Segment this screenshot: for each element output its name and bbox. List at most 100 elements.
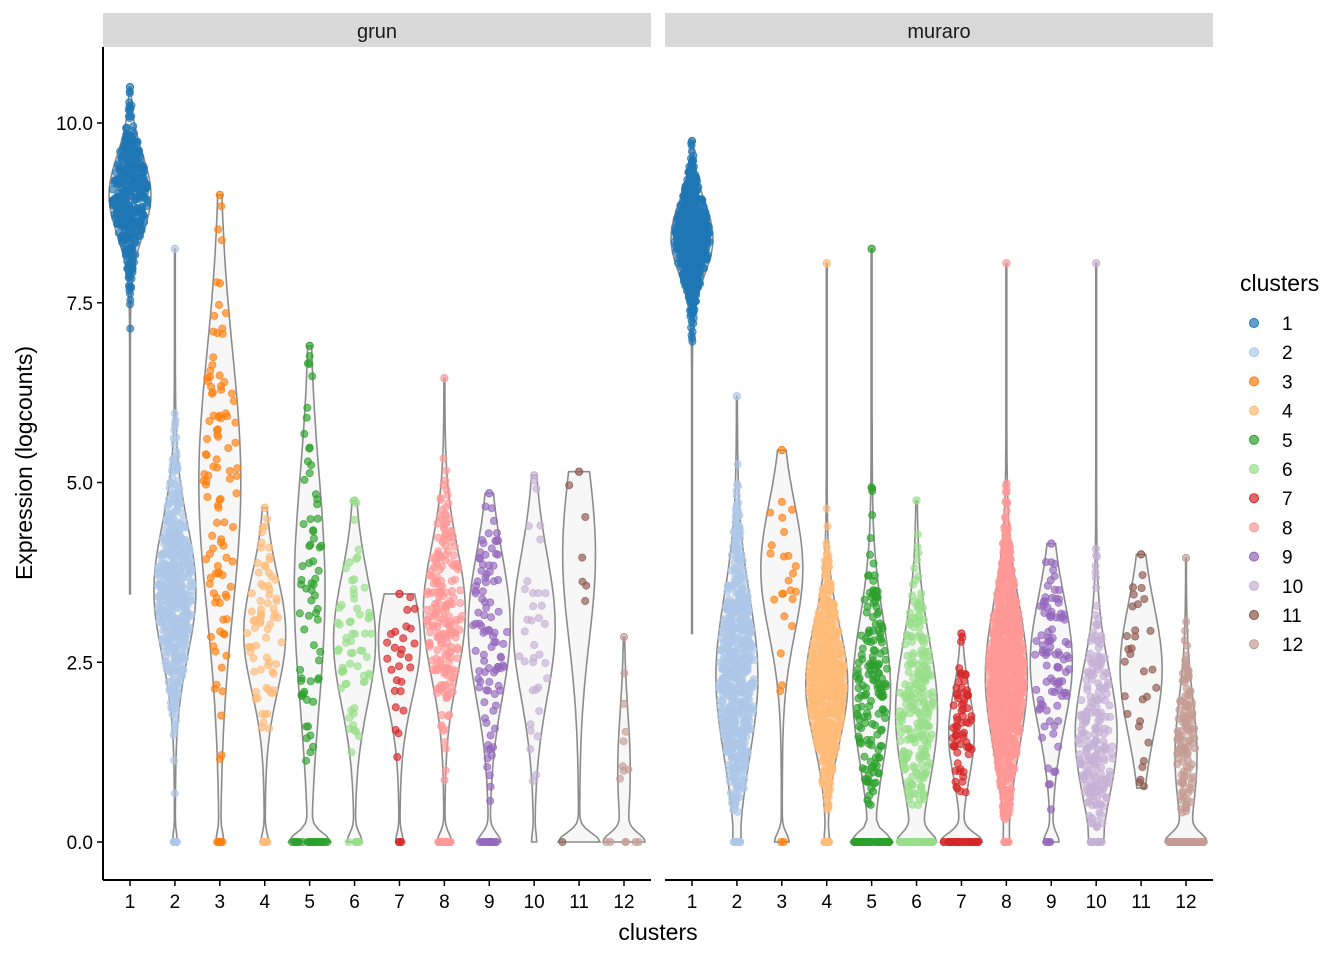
data-point [531,472,538,479]
data-point [138,181,145,188]
data-point [267,689,274,696]
data-point [495,576,502,583]
data-point [441,670,448,677]
data-point [620,738,627,745]
data-point [388,666,395,673]
data-point [909,653,916,660]
y-tick-label: 5.0 [67,474,93,495]
data-point [527,727,534,734]
data-point [109,186,116,193]
data-point [691,281,698,288]
x-tick-label: 7 [394,892,405,913]
violin-cluster-5 [851,245,893,845]
data-point [720,687,727,694]
data-point [582,597,589,604]
data-point [736,558,743,565]
data-point [171,410,178,417]
data-point [483,719,490,726]
x-tick-label: 10 [524,892,545,913]
data-point [735,499,742,506]
x-tick-label: 6 [349,892,360,913]
data-point [438,577,445,584]
data-point [731,578,738,585]
data-point [474,578,481,585]
data-point [442,838,449,845]
data-point [954,692,961,699]
data-point [298,677,305,684]
data-point [315,567,322,574]
data-point [500,640,507,647]
data-point [875,670,882,677]
data-point [925,653,932,660]
data-point [482,627,489,634]
data-point [792,563,799,570]
data-point [868,785,875,792]
data-point [168,544,175,551]
data-point [398,838,405,845]
data-point [260,719,267,726]
data-point [233,472,240,479]
data-point [724,670,731,677]
data-point [264,710,271,717]
data-point [144,199,151,206]
data-point [732,764,739,771]
data-point [126,83,133,90]
data-point [724,747,731,754]
data-point [166,686,173,693]
violin-cluster-10 [513,472,555,842]
data-point [487,614,494,621]
data-point [453,616,460,623]
x-tick-label: 6 [911,892,922,913]
data-point [1004,499,1011,506]
data-point [160,535,167,542]
data-point [222,310,229,317]
data-point [310,581,317,588]
data-point [503,628,510,635]
data-point [407,664,414,671]
data-point [622,728,629,735]
data-point [434,685,441,692]
data-point [915,838,922,845]
data-point [918,606,925,613]
data-point [869,485,876,492]
data-point [434,550,441,557]
data-point [176,622,183,629]
data-point [435,619,442,626]
data-point [741,763,748,770]
data-point [405,654,412,661]
data-point [691,227,698,234]
data-point [387,630,394,637]
data-point [176,549,183,556]
data-point [734,461,741,468]
data-point [433,662,440,669]
data-point [173,640,180,647]
data-point [960,706,967,713]
data-point [911,764,918,771]
data-point [204,493,211,500]
violin-shape [851,249,893,842]
data-point [833,701,840,708]
data-point [883,665,890,672]
data-point [248,608,255,615]
data-point [678,219,685,226]
data-point [851,838,858,845]
data-point [403,623,410,630]
data-point [958,630,965,637]
data-point [118,216,125,223]
x-tick-label: 4 [259,892,270,913]
data-point [908,773,915,780]
data-point [620,700,627,707]
data-point [125,159,132,166]
data-point [840,665,847,672]
data-point [740,698,747,705]
data-point [454,655,461,662]
data-point [218,386,225,393]
data-point [301,626,308,633]
data-point [924,722,931,729]
data-point [864,713,871,720]
data-point [215,226,222,233]
data-point [156,574,163,581]
data-point [227,583,234,590]
data-point [490,707,497,714]
data-point [432,609,439,616]
